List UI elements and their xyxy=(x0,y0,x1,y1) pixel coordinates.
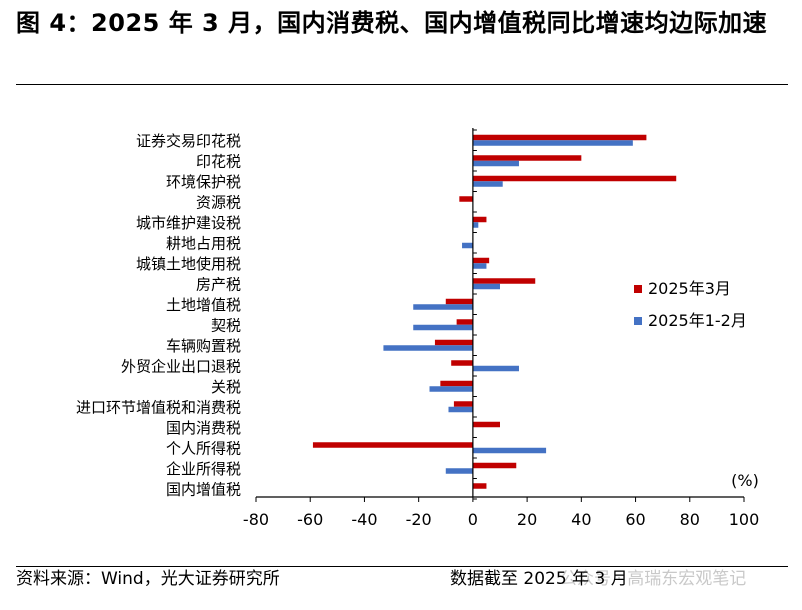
bar-series2 xyxy=(383,345,473,351)
category-label: 土地增值税 xyxy=(166,296,241,314)
x-tick-label: 40 xyxy=(571,510,591,529)
bar-series2 xyxy=(472,263,487,269)
x-tick-label: 80 xyxy=(680,510,700,529)
category-label: 证券交易印花税 xyxy=(136,132,241,150)
x-tick-label: -80 xyxy=(243,510,269,529)
bar-series2 xyxy=(413,304,473,310)
category-label: 车辆购置税 xyxy=(166,337,241,355)
bar-series1 xyxy=(459,196,473,202)
category-label: 进口环节增值税和消费税 xyxy=(76,398,241,416)
bar-series1 xyxy=(434,339,473,346)
category-label: 个人所得税 xyxy=(166,439,241,457)
bar-series1 xyxy=(472,155,582,161)
category-label: 城市维护建设税 xyxy=(136,214,241,232)
bar-series1 xyxy=(456,319,473,325)
bar-series1 xyxy=(472,257,490,264)
x-tick-label: -60 xyxy=(297,510,323,529)
bar-series2 xyxy=(462,242,473,249)
bar-series2 xyxy=(472,160,519,167)
bar-series2 xyxy=(413,324,473,331)
bar-series1 xyxy=(472,462,517,469)
bar-series2 xyxy=(472,365,519,372)
bar-series2 xyxy=(472,283,500,290)
title-rule xyxy=(16,84,788,85)
bar-series1 xyxy=(472,421,500,428)
bar-series1 xyxy=(472,278,536,284)
category-label: 资源税 xyxy=(196,193,241,211)
category-label: 企业所得税 xyxy=(166,460,241,478)
source-note: 资料来源：Wind，光大证券研究所 xyxy=(16,569,280,589)
category-label: 国内增值税 xyxy=(166,480,241,498)
x-tick-label: -40 xyxy=(351,510,377,529)
category-label: 外贸企业出口退税 xyxy=(121,357,241,375)
category-label: 关税 xyxy=(211,378,241,396)
x-tick-label: 60 xyxy=(625,510,645,529)
category-label: 环境保护税 xyxy=(166,173,241,191)
unit-label: (%) xyxy=(731,471,759,490)
bar-series2 xyxy=(472,222,479,228)
bar-series1 xyxy=(472,175,677,182)
bar-series2 xyxy=(448,406,473,413)
bar-series1 xyxy=(440,380,473,387)
footer-rule xyxy=(16,566,788,567)
x-tick-label: -20 xyxy=(406,510,432,529)
bar-series1 xyxy=(445,298,473,305)
bar-series1 xyxy=(453,401,473,407)
bar-series1 xyxy=(472,483,487,489)
category-label: 房产税 xyxy=(196,275,241,293)
bar-series2 xyxy=(429,386,473,392)
legend-label: 2025年3月 xyxy=(648,279,731,298)
category-label: 印花税 xyxy=(196,152,241,170)
figure-title: 图 4：2025 年 3 月，国内消费税、国内增值税同比增速均边际加速 xyxy=(16,9,768,37)
category-label: 城镇土地使用税 xyxy=(136,255,241,273)
bar-series1 xyxy=(451,360,473,366)
date-note: 数据截至 2025 年 3 月 xyxy=(450,569,628,589)
bar-series2 xyxy=(472,140,633,146)
bar-series2 xyxy=(445,468,473,474)
x-tick-label: 100 xyxy=(729,510,760,529)
bar-series1 xyxy=(312,442,473,448)
bar-chart: 证券交易印花税印花税环境保护税资源税城市维护建设税耕地占用税城镇土地使用税房产税… xyxy=(76,128,760,529)
x-tick-label: 0 xyxy=(468,510,478,529)
bar-series2 xyxy=(472,447,547,454)
watermark: 公众号 · 高瑞东宏观笔记 xyxy=(560,569,747,589)
x-tick-label: 20 xyxy=(517,510,537,529)
legend-swatch xyxy=(634,317,642,325)
bar-series1 xyxy=(472,134,647,141)
category-label: 耕地占用税 xyxy=(166,234,241,252)
bar-series1 xyxy=(472,216,487,223)
bar-series2 xyxy=(472,181,503,187)
category-label: 契税 xyxy=(211,316,241,334)
category-label: 国内消费税 xyxy=(166,419,241,437)
legend-swatch xyxy=(634,285,642,293)
legend-label: 2025年1-2月 xyxy=(648,311,747,330)
